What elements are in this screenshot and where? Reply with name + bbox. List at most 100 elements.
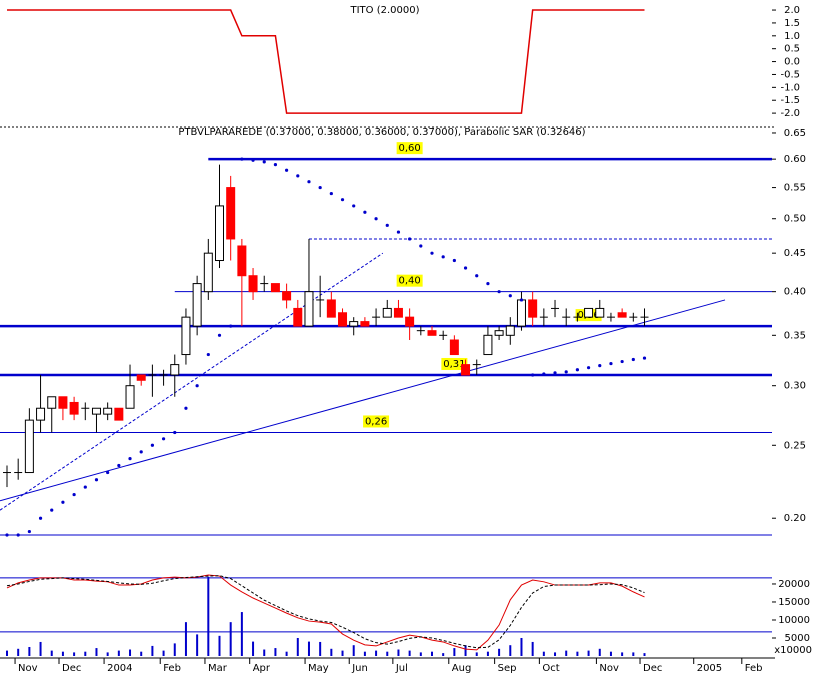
- y-tick-label: 15000: [778, 597, 810, 608]
- candle-body: [226, 187, 236, 240]
- volume-bar: [73, 652, 76, 656]
- sar-dot: [531, 373, 535, 377]
- x-tick-label: Apr: [253, 663, 271, 674]
- volume-bar: [352, 645, 355, 656]
- sar-dot: [586, 366, 591, 370]
- level-label: 0,40: [398, 276, 420, 287]
- candle-body: [282, 291, 292, 301]
- volume-bar: [28, 646, 31, 656]
- sar-dot: [251, 158, 255, 162]
- y-tick-label: 1.0: [784, 31, 800, 42]
- x-tick-label: Dec: [643, 663, 662, 674]
- candle-body: [461, 364, 471, 376]
- y-tick-label: 0.45: [784, 248, 806, 259]
- level-label: 0,60: [398, 143, 420, 154]
- volume-bar: [184, 622, 187, 656]
- candle-body: [304, 291, 314, 327]
- sar-dot: [229, 324, 233, 328]
- sar-dot: [27, 529, 31, 534]
- candle-body: [36, 407, 46, 421]
- x-tick-label: Jul: [395, 663, 408, 674]
- sar-dot: [508, 294, 512, 298]
- sar-dot: [475, 274, 479, 278]
- candle-body: [360, 321, 370, 327]
- y-tick-label: 0.25: [784, 440, 806, 451]
- candle-body: [405, 316, 415, 327]
- volume-bar: [442, 653, 445, 656]
- sar-dot: [61, 500, 65, 504]
- volume-bar: [196, 634, 199, 656]
- candle-body: [58, 396, 68, 409]
- x-tick-label: Feb: [745, 663, 763, 674]
- volume-bar: [632, 652, 635, 656]
- unit-label: x10000: [774, 645, 812, 656]
- volume-bar: [486, 651, 489, 656]
- sar-dot: [385, 223, 389, 227]
- oscillator-line: [6, 575, 645, 649]
- sar-dot: [497, 290, 501, 294]
- y-tick-label: 20000: [778, 579, 810, 590]
- volume-bar: [330, 648, 333, 656]
- x-tick-label: Nov: [599, 663, 619, 674]
- indicator-line: [7, 9, 645, 114]
- level-label: 0,31: [443, 359, 465, 370]
- sar-dot: [128, 457, 132, 461]
- candle-body: [24, 419, 34, 474]
- sar-dot: [553, 371, 557, 375]
- volume-bar: [464, 645, 467, 656]
- y-tick-label: -1.5: [780, 95, 800, 106]
- volume-bar: [643, 653, 646, 656]
- candle-body: [483, 334, 493, 356]
- sar-dot: [575, 368, 579, 372]
- volume-bar: [95, 648, 98, 656]
- sar-dot: [184, 406, 188, 410]
- sar-dot: [262, 160, 266, 164]
- volume-bar: [341, 650, 344, 656]
- candle-body: [617, 312, 627, 318]
- price-subtitle: PTBVLPARAREDE (0.37000, 0.38000, 0.36000…: [178, 127, 585, 138]
- sar-dot: [396, 230, 401, 234]
- volume-bar: [84, 651, 87, 656]
- sar-dot: [240, 157, 244, 161]
- candle-body: [47, 396, 57, 409]
- x-tick-label: Oct: [542, 663, 559, 674]
- sar-dot: [5, 533, 9, 537]
- candle-body: [338, 312, 348, 327]
- level-label-box: [363, 415, 390, 428]
- y-tick-label: 0.40: [784, 287, 806, 298]
- y-tick-label: 2.0: [784, 5, 800, 16]
- x-tick-label: Mar: [208, 663, 228, 674]
- volume-bar: [140, 651, 143, 656]
- sar-dot: [363, 210, 367, 214]
- volume-bar: [386, 651, 389, 656]
- volume-bar: [151, 645, 154, 656]
- sar-dot: [106, 470, 110, 475]
- candle-body: [203, 252, 213, 293]
- sar-dot: [598, 364, 602, 368]
- candle-body: [584, 307, 594, 318]
- sar-dot: [609, 361, 613, 366]
- candle-body: [69, 401, 79, 415]
- x-tick-label: Aug: [452, 663, 472, 674]
- volume-bar: [129, 649, 132, 656]
- sar-dot: [173, 430, 177, 435]
- volume-bar: [431, 651, 434, 656]
- sar-dot: [38, 516, 43, 520]
- volume-bar: [587, 650, 590, 656]
- sar-dot: [452, 258, 456, 263]
- y-tick-label: -0.5: [780, 69, 800, 80]
- candle-body: [293, 307, 303, 327]
- sar-dot: [150, 443, 154, 447]
- sar-dot: [430, 251, 434, 255]
- candle-body: [427, 330, 437, 336]
- volume-bar: [542, 651, 545, 656]
- volume-bar: [307, 641, 310, 656]
- x-tick-label: 2005: [697, 663, 722, 674]
- level-label-box: [396, 142, 423, 155]
- volume-bar: [363, 651, 366, 656]
- sar-dot: [139, 450, 143, 454]
- sar-dot: [441, 255, 445, 259]
- x-tick-label: Sep: [498, 663, 517, 674]
- sar-dot: [161, 437, 166, 441]
